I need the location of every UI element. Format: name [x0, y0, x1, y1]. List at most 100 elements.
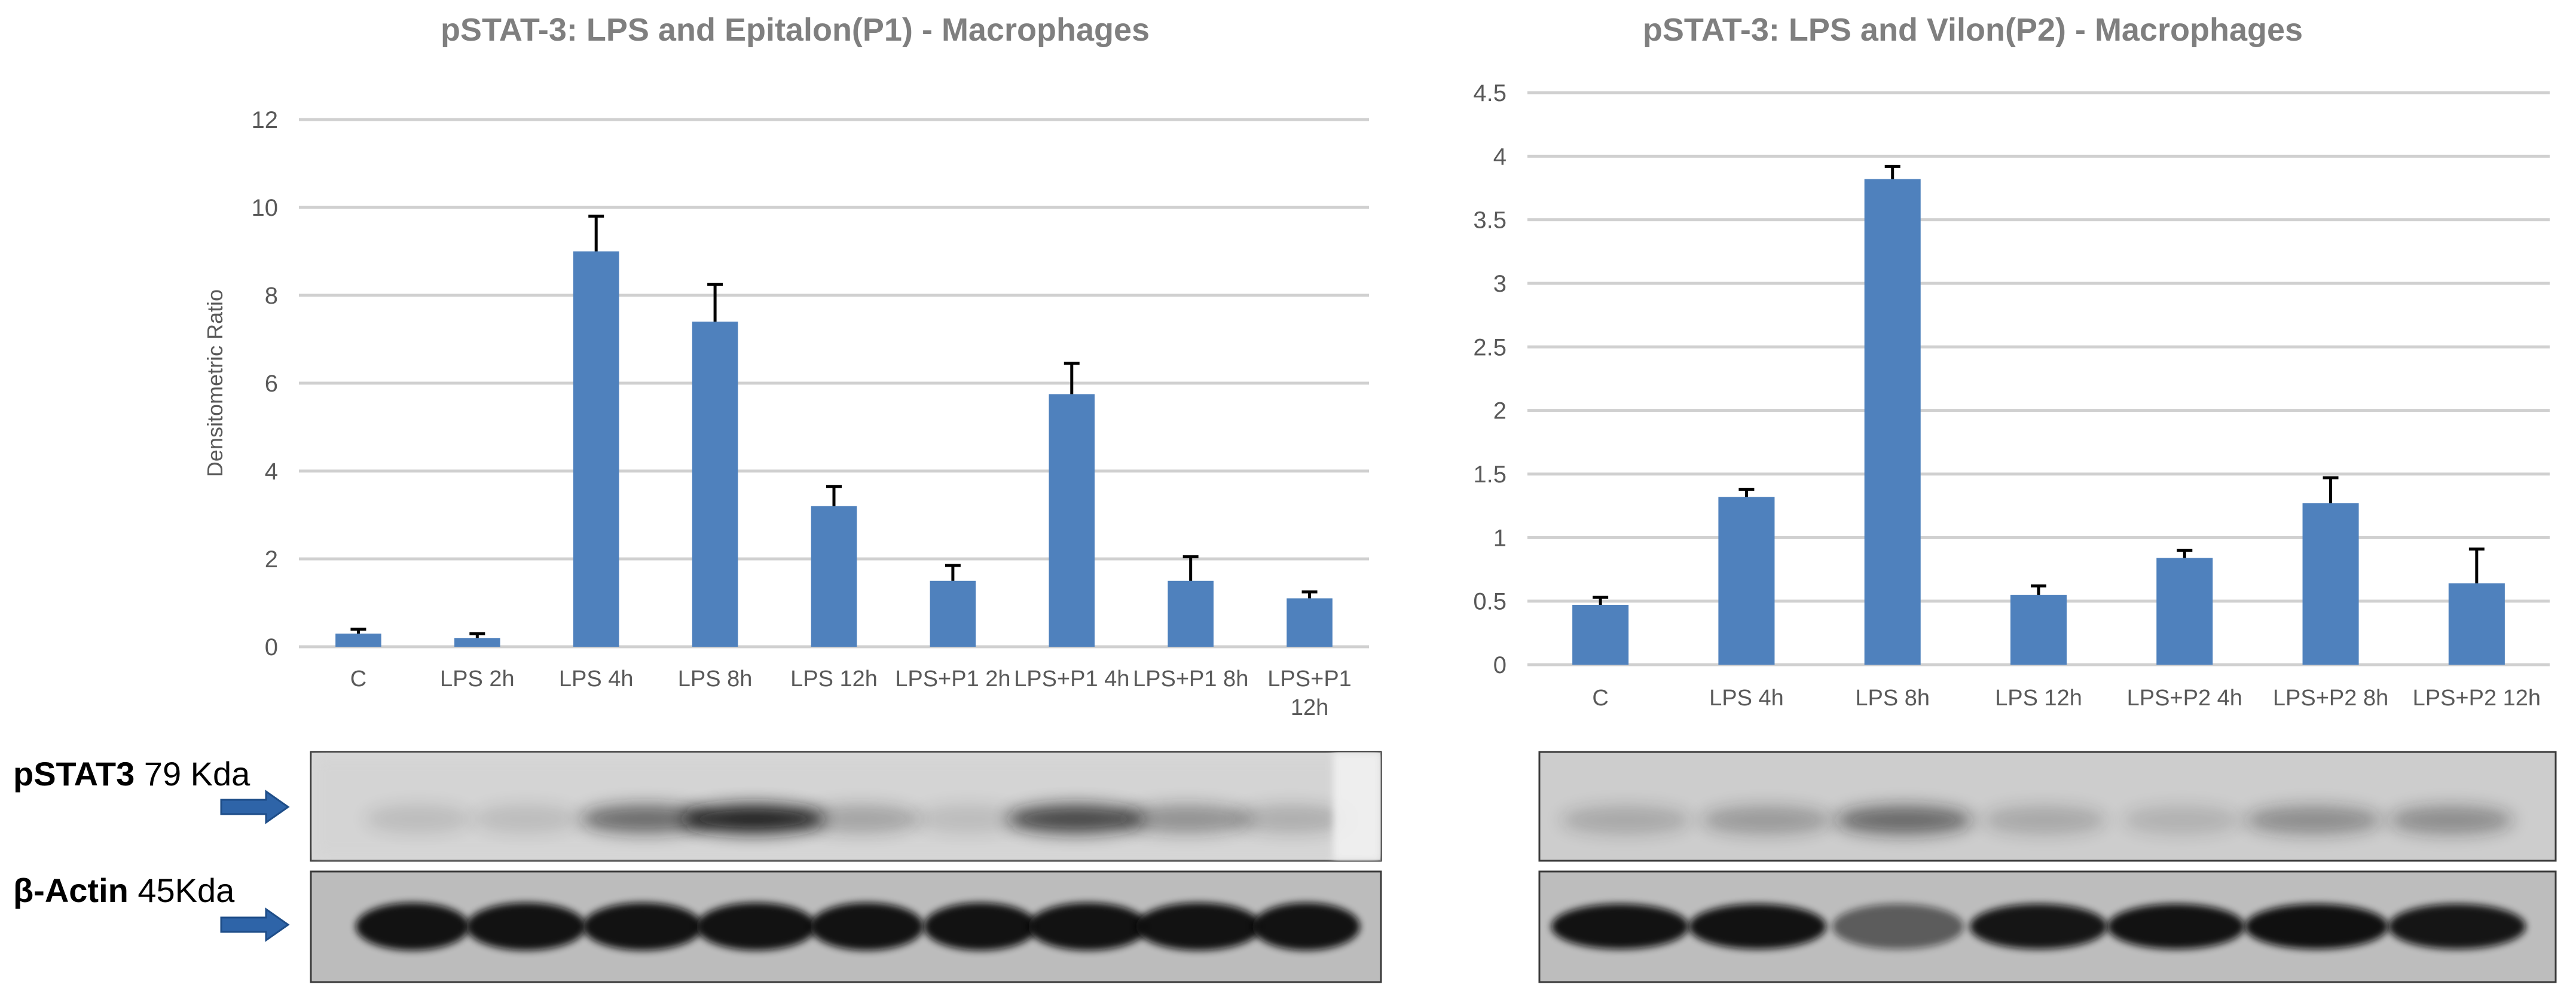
y-tick-label: 8: [265, 283, 278, 309]
pstat3-blot-right: [1538, 751, 2557, 862]
bar: [1572, 605, 1629, 665]
y-tick-label: 3.5: [1473, 207, 1507, 234]
y-tick-label: 2: [265, 546, 278, 573]
actin-arrow-icon: [220, 907, 290, 942]
blot-band: [810, 903, 924, 950]
blot-band: [801, 805, 921, 833]
x-tick-label: LPS+P2 4h: [2127, 686, 2242, 711]
x-tick-label: LPS+P2 8h: [2273, 686, 2388, 711]
blot-band: [1835, 806, 1973, 834]
blot-band: [356, 903, 469, 950]
blot-band: [583, 903, 702, 950]
bar: [1049, 394, 1095, 647]
y-tick-label: 0: [1493, 652, 1507, 678]
blot-band: [2388, 904, 2526, 949]
y-tick-label: 0.5: [1473, 589, 1507, 615]
chart-epitalon: pSTAT-3: LPS and Epitalon(P1) - Macropha…: [203, 12, 1369, 720]
bar: [454, 638, 500, 647]
blot-band: [1701, 806, 1832, 834]
y-tick-label: 6: [265, 371, 278, 397]
blot-band: [2388, 806, 2514, 834]
bar: [2302, 503, 2359, 665]
x-tick-label: C: [350, 666, 366, 692]
blot-band: [1560, 806, 1692, 834]
chart-title-epitalon: pSTAT-3: LPS and Epitalon(P1) - Macropha…: [441, 12, 1150, 48]
x-tick-label: LPS+P2 12h: [2413, 686, 2541, 711]
blot-band: [682, 805, 825, 833]
blot-band: [2122, 806, 2242, 834]
pstat3-blot-left: [310, 751, 1382, 862]
actin-blot-right: [1538, 870, 2557, 983]
bar: [1864, 179, 1921, 665]
pstat3-arrow-icon: [220, 790, 290, 824]
bar: [335, 633, 381, 647]
y-tick-label: 12: [252, 107, 279, 133]
western-blots: [220, 751, 2557, 983]
bar: [811, 506, 857, 647]
y-tick-label: 2: [1493, 398, 1507, 424]
blot-band: [2245, 806, 2382, 834]
actin-weight: 45Kda: [137, 872, 235, 909]
blot-band: [1551, 904, 1689, 949]
y-tick-label: 3: [1493, 271, 1507, 297]
blot-band: [1832, 904, 1964, 949]
y-tick-label: 4.5: [1473, 80, 1507, 106]
chart-vilon: pSTAT-3: LPS and Vilon(P2) - Macrophages…: [1473, 12, 2550, 711]
bar: [2448, 583, 2505, 665]
blot-band: [1970, 904, 2107, 949]
blot-band: [1007, 805, 1145, 833]
blot-band: [1028, 903, 1148, 950]
actin-name: β-Actin: [13, 872, 129, 909]
x-tick-label: LPS 4h: [1709, 686, 1784, 711]
x-tick-label: LPS+P1 8h: [1133, 666, 1248, 692]
y-tick-label: 4: [1493, 143, 1507, 170]
bar: [692, 322, 738, 647]
chart-title-vilon: pSTAT-3: LPS and Vilon(P2) - Macrophages: [1643, 12, 2303, 48]
x-tick-label: LPS+P1 2h: [895, 666, 1010, 692]
blot-band: [1121, 805, 1252, 833]
actin-blot-label: β-Actin 45Kda: [13, 871, 234, 910]
pstat3-name: pSTAT3: [13, 755, 135, 793]
x-tick-label: LPS 8h: [1855, 686, 1930, 711]
bar: [2156, 558, 2213, 665]
blot-band: [696, 903, 816, 950]
bar: [1168, 580, 1214, 647]
blot-band: [1252, 903, 1360, 950]
x-tick-label: LPS 4h: [559, 666, 634, 692]
pstat3-blot-label: pSTAT3 79 Kda: [13, 754, 250, 793]
y-tick-label: 2.5: [1473, 334, 1507, 360]
x-tick-label: LPS+P1 12h: [1267, 666, 1352, 720]
y-tick-label: 10: [252, 195, 279, 221]
blot-band: [365, 805, 472, 833]
bar: [1718, 497, 1775, 665]
y-tick-label: 1.5: [1473, 461, 1507, 488]
bar: [930, 580, 976, 647]
y-tick-label: 4: [265, 458, 278, 485]
x-tick-label: LPS 2h: [440, 666, 515, 692]
x-tick-label: LPS 8h: [678, 666, 753, 692]
actin-blot-left: [310, 870, 1382, 983]
blot-band: [580, 805, 711, 833]
x-tick-label: C: [1592, 686, 1608, 711]
blot-band: [924, 903, 1037, 950]
pstat3-weight: 79 Kda: [143, 755, 250, 793]
x-tick-label: LPS 12h: [790, 666, 878, 692]
y-tick-label: 0: [265, 634, 278, 661]
y-axis-label: Densitometric Ratio: [203, 289, 227, 477]
blot-band: [915, 805, 1022, 833]
bar: [2010, 595, 2067, 665]
blot-band: [1689, 904, 1826, 949]
blot-band: [466, 903, 586, 950]
blot-band: [2245, 904, 2388, 949]
blot-band: [1982, 806, 2107, 834]
y-tick-label: 1: [1493, 525, 1507, 551]
x-tick-label: LPS+P1 4h: [1014, 666, 1129, 692]
blot-band: [2107, 904, 2245, 949]
bar: [573, 251, 619, 647]
x-tick-label: LPS 12h: [1995, 686, 2082, 711]
bar: [1287, 598, 1333, 647]
blot-band: [472, 805, 580, 833]
blot-band: [1136, 903, 1261, 950]
blot-band: [1234, 805, 1348, 833]
